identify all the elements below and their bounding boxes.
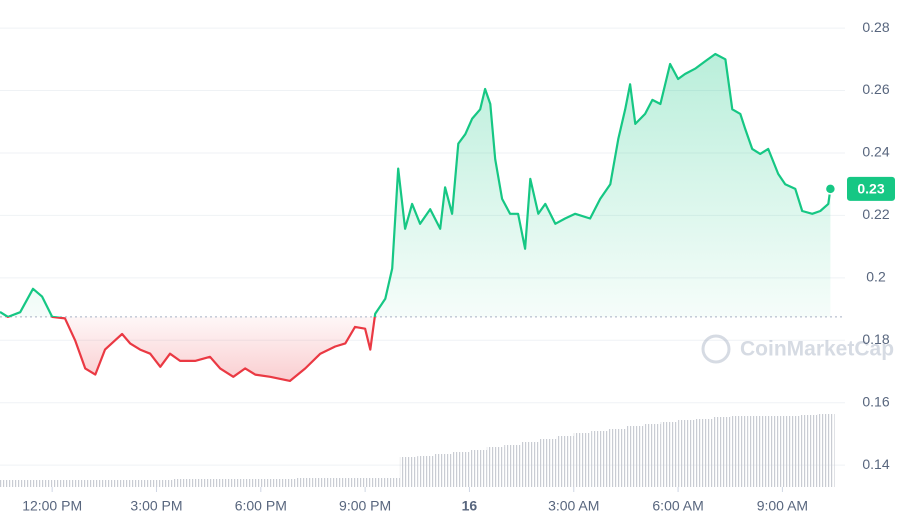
volume-bar [417,456,435,487]
price-line [0,52,832,382]
volume-bar [556,436,574,487]
volume-bar [678,420,696,487]
volume-bar [0,480,18,487]
watermark-logo [701,334,731,364]
volume-bar [69,480,87,487]
volume-bar [486,447,505,487]
volume-bar [191,479,209,487]
volume-bar [782,416,800,487]
x-tick-label: 6:00 PM [235,498,287,514]
y-tick-label: 0.24 [862,144,889,160]
volume-bar [365,478,383,487]
volume-bar [573,433,592,487]
volume-bar [382,478,400,487]
volume-bar [643,424,661,487]
y-tick-label: 0.2 [866,269,886,285]
volume-bar [295,478,313,487]
volume-bar [399,457,418,487]
volume-bar [452,452,470,487]
volume-bar [660,422,679,487]
volume-bar [208,479,227,487]
volume-bar [625,426,644,487]
volume-bar [156,480,174,487]
volume-bar [52,480,70,487]
axes: 0.14 0.16 0.18 0.2 0.22 0.24 0.26 0.28 12:00 PM 3… [22,19,895,514]
volume-bar [712,417,731,487]
volume-bar [747,416,766,487]
volume-bar [591,431,609,487]
volume-bar [817,414,835,487]
volume-bar [104,480,122,487]
y-tick-label: 0.16 [862,393,889,409]
volume-bar [86,480,105,487]
x-tick-label: 9:00 AM [757,498,808,514]
volume-bar [434,454,453,487]
y-tick-label: 0.18 [862,331,889,347]
volume-bar [347,478,366,487]
watermark-group: CoinMarketCap [701,334,894,364]
y-tick-label: 0.26 [862,81,889,97]
volume-bar [765,416,783,487]
y-tick-label: 0.14 [862,456,889,472]
price-badge [847,176,895,201]
area [0,54,831,381]
volume-bar [330,478,348,487]
volume-bar [538,439,557,487]
last-point [824,183,837,195]
volume-bar [521,442,539,487]
volume-bar [260,479,279,487]
volume-bar [730,416,748,487]
x-tick-label: 3:00 AM [548,498,599,514]
volume [0,414,835,487]
volume-bar [17,480,35,487]
volume-bar [121,480,140,487]
volume-bar [243,479,261,487]
volume-bar [173,479,192,487]
y-tick-label: 0.22 [862,206,889,222]
x-tick-label: 16 [462,498,478,514]
y-tick-label: 0.28 [862,19,889,35]
watermark: CoinMarketCap [740,338,894,361]
volume-bar [139,480,157,487]
volume-bar [34,480,53,487]
volume-bar [226,479,244,487]
volume-bar [312,478,331,487]
volume-bar [695,419,713,487]
price-badge-label: 0.23 [857,181,884,197]
x-tick-label: 9:00 PM [339,498,391,514]
volume-bar [469,450,487,487]
volume-bar [799,415,818,487]
x-tick-label: 12:00 PM [22,498,82,514]
volume-bar [278,479,296,487]
volume-bar [608,429,626,487]
plot [0,52,845,382]
x-tick-label: 3:00 PM [130,498,182,514]
x-tick-label: 6:00 AM [652,498,703,514]
volume-bar [504,445,522,487]
